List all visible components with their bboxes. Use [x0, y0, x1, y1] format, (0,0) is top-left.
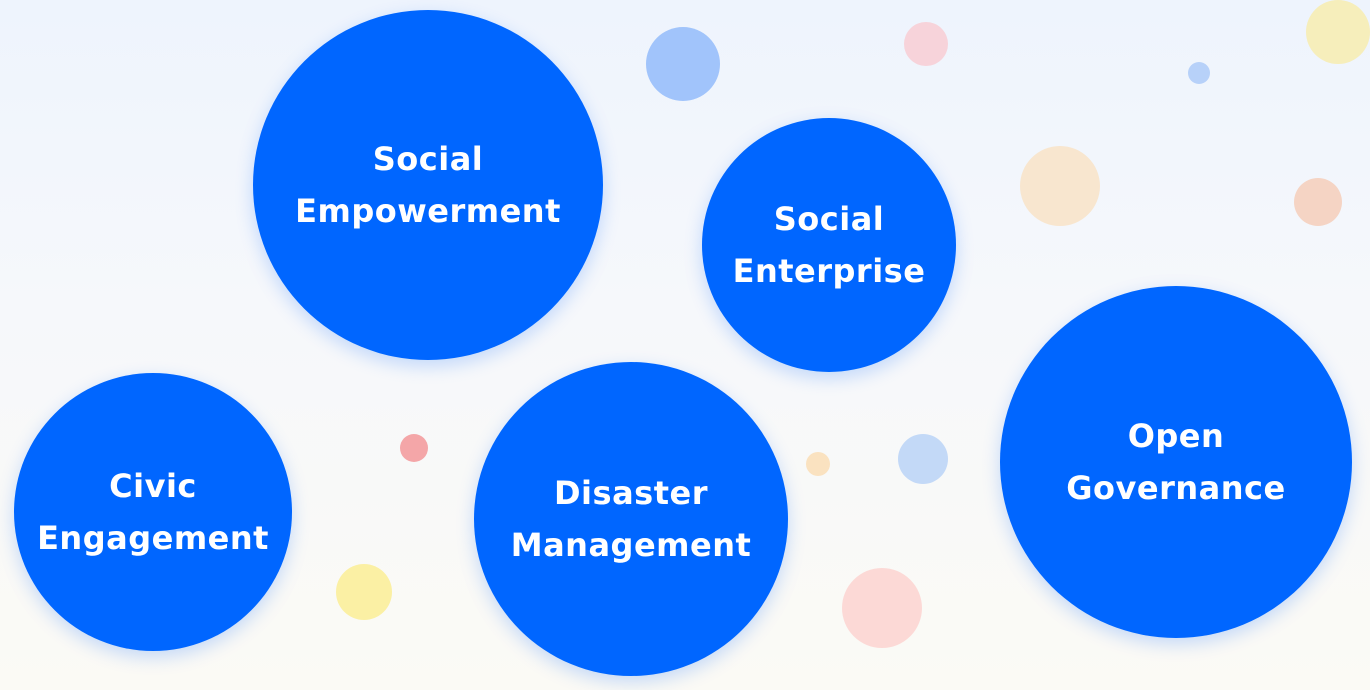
decorative-dot [1306, 0, 1370, 64]
decorative-dot [336, 564, 392, 620]
bubble-label: Social Enterprise [732, 200, 926, 290]
decorative-dot [898, 434, 948, 484]
bubble-civic-engagement[interactable]: Civic Engagement [14, 373, 292, 651]
decorative-dot [904, 22, 948, 66]
bubble-label: Civic Engagement [37, 467, 269, 557]
decorative-dot [1020, 146, 1100, 226]
decorative-dot [1188, 62, 1210, 84]
bubble-social-empowerment[interactable]: Social Empowerment [253, 10, 603, 360]
bubble-social-enterprise[interactable]: Social Enterprise [702, 118, 956, 372]
bubble-label: Open Governance [1066, 417, 1286, 507]
decorative-dot [842, 568, 922, 648]
bubble-label: Disaster Management [510, 474, 752, 564]
bubble-disaster-management[interactable]: Disaster Management [474, 362, 788, 676]
bubble-label: Social Empowerment [295, 140, 561, 230]
decorative-dot [400, 434, 428, 462]
decorative-dot [646, 27, 720, 101]
decorative-dot [806, 452, 830, 476]
decorative-dot [1294, 178, 1342, 226]
bubble-open-governance[interactable]: Open Governance [1000, 286, 1352, 638]
